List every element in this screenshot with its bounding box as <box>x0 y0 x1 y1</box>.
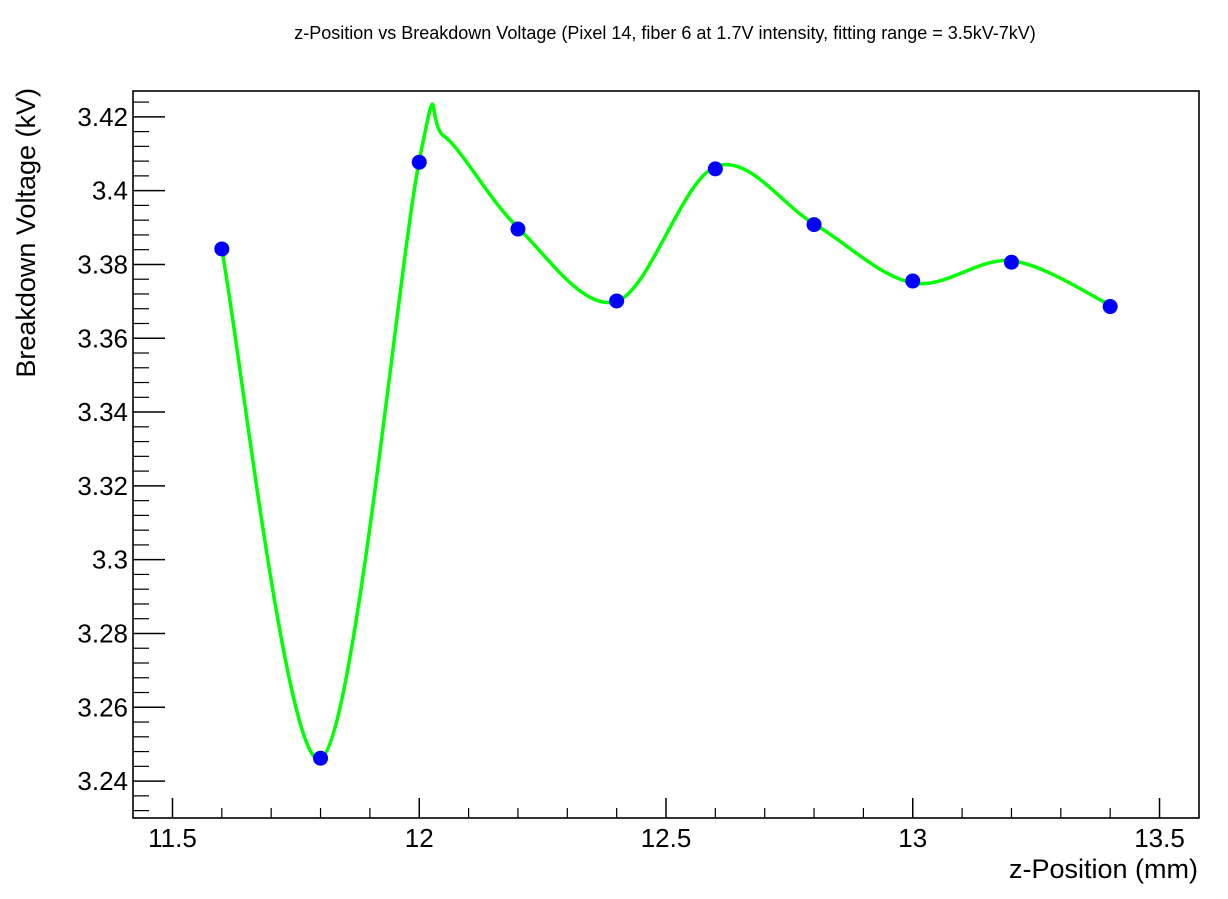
data-point <box>905 273 921 289</box>
y-tick-label: 3.42 <box>77 102 128 132</box>
y-axis-label: Breakdown Voltage (kV) <box>11 88 41 378</box>
y-tick-label: 3.28 <box>77 618 128 648</box>
chart-title: z-Position vs Breakdown Voltage (Pixel 1… <box>294 23 1036 43</box>
data-point <box>313 750 329 766</box>
x-axis-label: z-Position (mm) <box>1009 854 1198 884</box>
data-point <box>411 154 427 170</box>
x-tick-label: 11.5 <box>148 823 197 853</box>
x-tick-label: 12 <box>405 823 434 853</box>
data-point <box>1003 254 1019 270</box>
x-tick-label: 13 <box>898 823 927 853</box>
y-tick-label: 3.26 <box>77 692 128 722</box>
y-tick-label: 3.4 <box>92 176 128 206</box>
y-tick-label: 3.32 <box>77 471 128 501</box>
data-points <box>214 154 1118 766</box>
plot-frame <box>132 90 1200 819</box>
data-point <box>806 217 822 233</box>
data-point <box>214 241 230 257</box>
y-tick-label: 3.38 <box>77 249 128 279</box>
data-point <box>510 221 526 237</box>
y-tick-label: 3.34 <box>77 397 128 427</box>
x-tick-label: 13.5 <box>1134 823 1185 853</box>
data-point <box>1102 299 1118 315</box>
data-point <box>707 161 723 177</box>
x-tick-label: 12.5 <box>641 823 692 853</box>
data-point <box>609 293 625 309</box>
fit-curve <box>220 102 1111 761</box>
y-tick-label: 3.24 <box>77 766 128 796</box>
y-tick-label: 3.3 <box>92 545 128 575</box>
y-tick-label: 3.36 <box>77 323 128 353</box>
axes: 11.5 12 12.5 13 13.5 3.24 3.26 3.28 3.3 3.32 3.34 3… <box>77 90 1200 853</box>
